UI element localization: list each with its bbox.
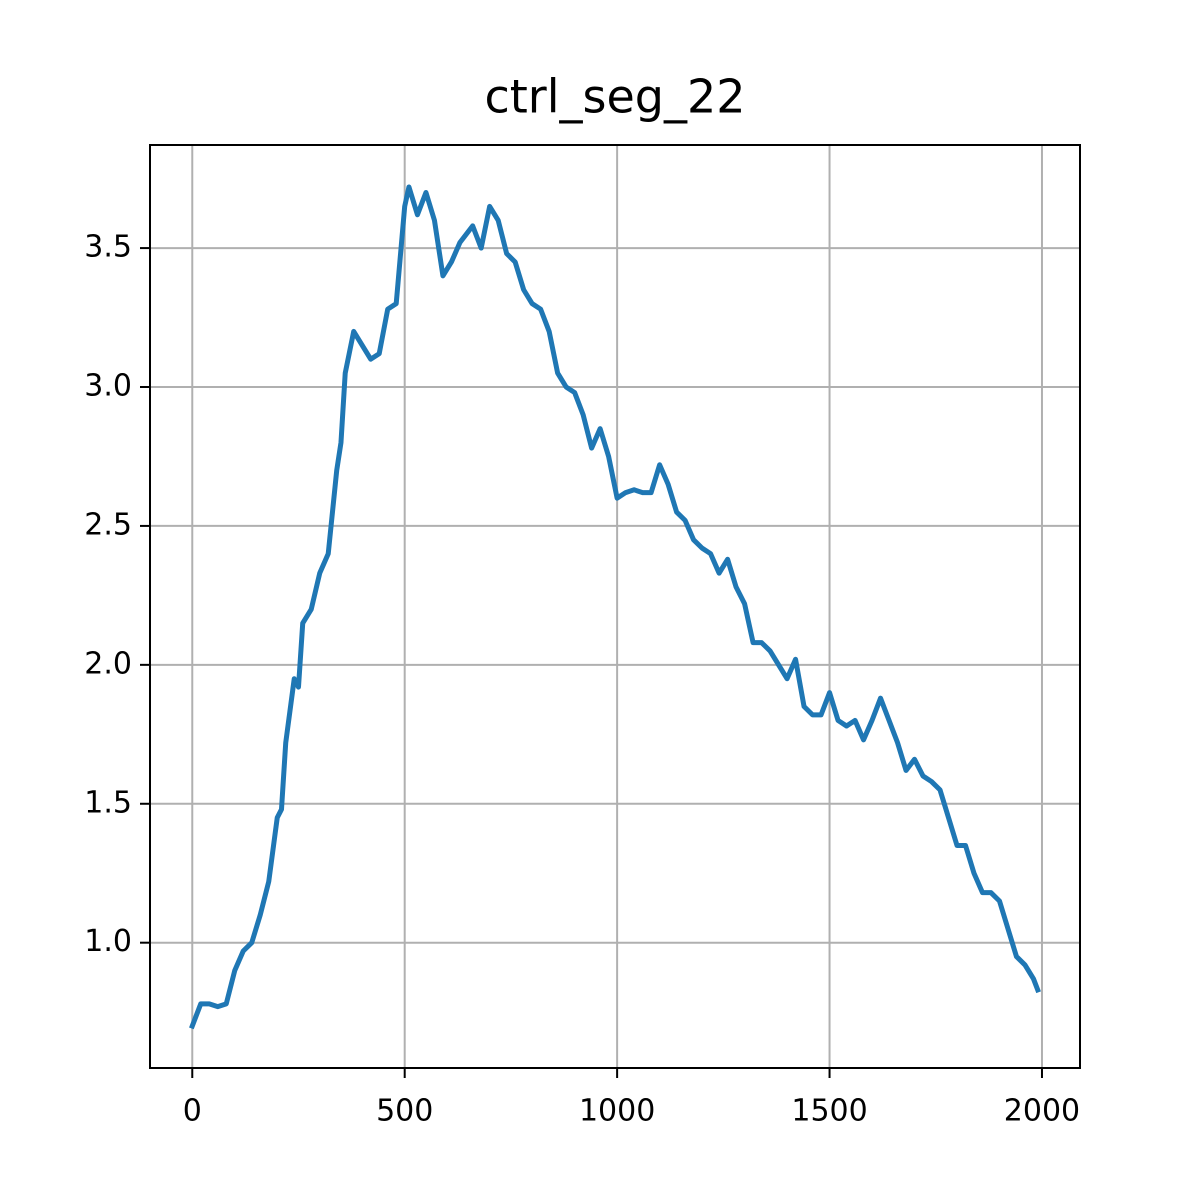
y-tick-label: 3.0 — [84, 369, 132, 404]
x-tick-label: 0 — [183, 1094, 202, 1129]
y-tick-label: 3.5 — [84, 230, 132, 265]
x-tick-label: 1500 — [791, 1094, 867, 1129]
y-tick-label: 1.0 — [84, 924, 132, 959]
data-line — [189, 184, 1041, 1030]
x-tick-label: 1000 — [579, 1094, 655, 1129]
x-tick-label: 500 — [376, 1094, 433, 1129]
chart-title: ctrl_seg_22 — [484, 70, 745, 124]
plot-frame — [149, 144, 1081, 1069]
y-tick-label: 1.5 — [84, 785, 132, 820]
y-tick-label: 2.5 — [84, 507, 132, 542]
x-tick-label: 2000 — [1004, 1094, 1080, 1129]
y-tick-label: 2.0 — [84, 646, 132, 681]
